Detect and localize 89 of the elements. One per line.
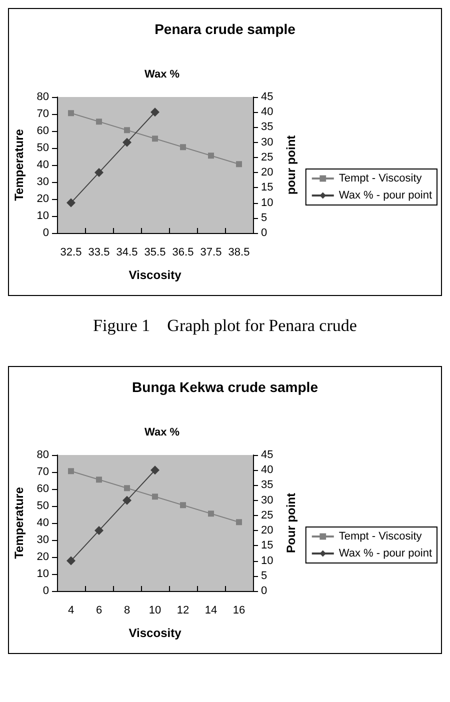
point xyxy=(236,161,242,168)
y-tick-label: 60 xyxy=(36,483,49,495)
x-tick-label: 12 xyxy=(176,604,190,616)
y-tick-label: 10 xyxy=(36,568,49,580)
x-axis-title: Viscosity xyxy=(128,626,182,640)
y-tick-label: 20 xyxy=(36,551,49,563)
point xyxy=(94,526,104,536)
y2-tick-label: 0 xyxy=(261,585,268,597)
y2-tick-label: 20 xyxy=(261,524,274,537)
x-axis-title: Viscosity xyxy=(128,268,182,282)
x-tick-label: 14 xyxy=(204,604,218,616)
point xyxy=(124,485,130,492)
y-tick-label: 70 xyxy=(36,466,49,478)
point xyxy=(150,466,160,475)
x-tick-label: 16 xyxy=(232,604,246,616)
legend-label: Tempt - Viscosity xyxy=(338,530,422,542)
point xyxy=(122,138,132,147)
y2-tick-label: 25 xyxy=(261,509,274,522)
point xyxy=(68,468,74,474)
point xyxy=(124,127,130,134)
y2-tick-label: 35 xyxy=(261,121,274,134)
legend-label: Wax % - pour point xyxy=(338,548,432,560)
caption: Figure 1 Graph plot for Penara crude xyxy=(92,316,358,336)
legend-label: Tempt - Viscosity xyxy=(338,172,422,184)
y-axis-title: Temperature xyxy=(12,486,26,559)
x-tick-label: 8 xyxy=(124,604,130,616)
point xyxy=(68,110,74,116)
y2-tick-label: 0 xyxy=(261,227,268,239)
x2-axis-title: Wax % xyxy=(144,426,180,438)
x-tick-label: 36.5 xyxy=(172,246,194,258)
point xyxy=(152,494,158,500)
x-tick-label: 32.5 xyxy=(60,246,82,258)
point xyxy=(96,118,102,125)
y2-tick-label: 20 xyxy=(261,166,274,179)
y2-tick-label: 10 xyxy=(261,554,274,567)
y2-tick-label: 15 xyxy=(261,182,274,194)
y-tick-label: 30 xyxy=(36,534,49,546)
y-tick-label: 60 xyxy=(36,125,49,137)
point xyxy=(96,476,102,483)
x-tick-label: 38.5 xyxy=(228,246,250,258)
x-tick-label: 34.5 xyxy=(116,246,138,258)
y-tick-label: 50 xyxy=(36,500,49,512)
x2-axis-title: Wax % xyxy=(144,68,180,80)
y2-axis-title: pour point xyxy=(284,135,298,195)
point xyxy=(208,152,214,159)
y-tick-label: 20 xyxy=(36,193,49,205)
y-tick-label: 50 xyxy=(36,142,49,154)
y2-tick-label: 40 xyxy=(261,464,274,476)
point xyxy=(180,502,186,508)
point xyxy=(180,144,186,150)
point xyxy=(66,556,76,566)
y2-tick-label: 45 xyxy=(261,91,274,103)
y-tick-label: 40 xyxy=(36,159,49,171)
y2-tick-label: 30 xyxy=(261,136,274,148)
y2-axis-title: Pour point xyxy=(284,493,298,553)
x-tick-label: 37.5 xyxy=(200,246,222,258)
x-tick-label: 10 xyxy=(148,604,162,616)
y-tick-label: 70 xyxy=(36,108,49,120)
chart-title: Bunga Kekwa crude sample xyxy=(132,379,318,395)
y-tick-label: 30 xyxy=(36,176,49,188)
x-tick-label: 33.5 xyxy=(88,246,110,258)
y2-tick-label: 25 xyxy=(261,151,274,164)
y2-tick-label: 35 xyxy=(261,479,274,492)
y2-tick-label: 10 xyxy=(261,196,274,209)
y2-tick-label: 15 xyxy=(261,540,274,552)
point xyxy=(94,168,104,178)
y2-tick-label: 5 xyxy=(261,570,268,582)
chart-title: Penara crude sample xyxy=(154,21,296,37)
y-tick-label: 0 xyxy=(42,227,49,239)
y-axis-title: Temperature xyxy=(12,128,26,201)
point xyxy=(208,510,214,517)
y2-tick-label: 45 xyxy=(261,449,274,461)
y-tick-label: 40 xyxy=(36,517,49,529)
y-tick-label: 80 xyxy=(36,91,49,103)
x-tick-label: 35.5 xyxy=(144,246,166,258)
x-tick-label: 4 xyxy=(68,604,74,616)
point xyxy=(150,108,160,117)
y-tick-label: 10 xyxy=(36,210,49,222)
y2-tick-label: 30 xyxy=(261,494,274,506)
x-tick-label: 6 xyxy=(96,604,102,616)
y-tick-label: 80 xyxy=(36,449,49,461)
y2-tick-label: 5 xyxy=(261,212,268,224)
point xyxy=(152,136,158,142)
point xyxy=(66,198,76,208)
point xyxy=(122,496,132,505)
y-tick-label: 0 xyxy=(42,585,49,597)
legend-label: Wax % - pour point xyxy=(338,190,432,202)
point xyxy=(236,519,242,526)
y2-tick-label: 40 xyxy=(261,106,274,118)
